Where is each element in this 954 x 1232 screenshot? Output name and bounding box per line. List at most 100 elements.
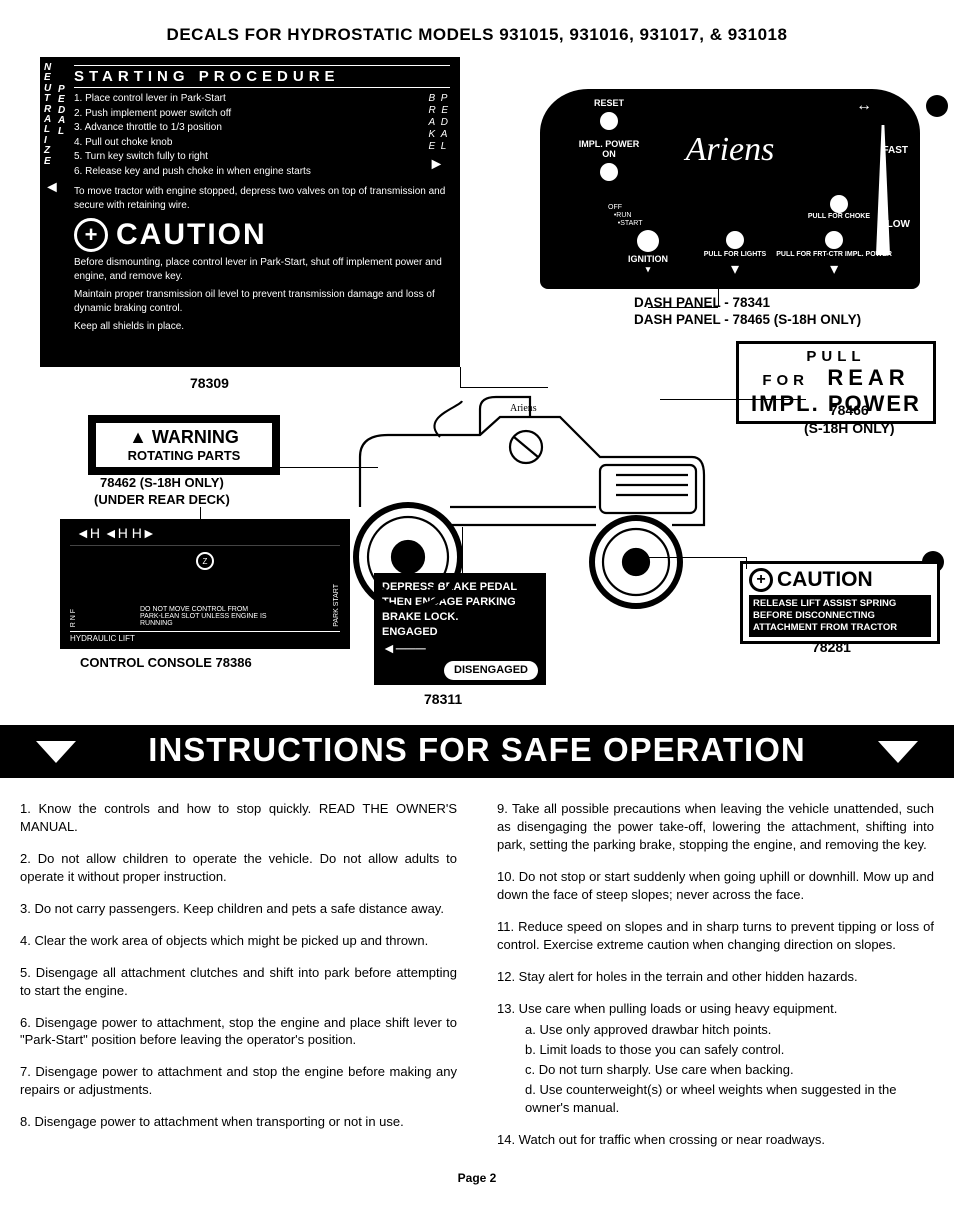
choke-label: PULL FOR CHOKE xyxy=(808,213,870,221)
instruction-sub: a. Use only approved drawbar hitch point… xyxy=(525,1021,934,1039)
dash-circle xyxy=(637,230,659,252)
ignition-off-label: OFF xyxy=(608,204,622,211)
instruction-item: 13. Use care when pulling loads or using… xyxy=(497,1000,934,1018)
leader-line xyxy=(660,399,806,400)
decal-lift-caution: +CAUTION RELEASE LIFT ASSIST SPRING BEFO… xyxy=(740,561,940,644)
page-number: Page 2 xyxy=(20,1171,934,1185)
instruction-item: 4. Clear the work area of objects which … xyxy=(20,932,457,950)
step: Turn key switch fully to right xyxy=(74,150,374,165)
instruction-item: 14. Watch out for traffic when crossing … xyxy=(497,1131,934,1149)
dash-circle xyxy=(726,231,744,249)
ignition-run-label: RUN xyxy=(616,212,631,219)
decal-dash-panel: Ariens RESET IMPL. POWER ON OFF •RUN •ST… xyxy=(540,89,920,289)
instructions-left-col: 1. Know the controls and how to stop qui… xyxy=(20,800,457,1163)
console-knob-icon: Z xyxy=(196,552,214,570)
instruction-item: 5. Disengage all attachment clutches and… xyxy=(20,964,457,1000)
svg-text:Ariens: Ariens xyxy=(510,403,537,414)
ignition-start-label: START xyxy=(620,220,642,227)
slow-label: SLOW xyxy=(880,219,910,230)
console-scale-left: R N F xyxy=(70,609,77,627)
leader-line xyxy=(460,387,548,388)
caution-word: CAUTION xyxy=(116,218,267,252)
engaged-label: ENGAGED xyxy=(382,625,438,640)
instruction-item: 2. Do not allow children to operate the … xyxy=(20,850,457,886)
rear-caption: 78466 (S-18H ONLY) xyxy=(804,401,895,437)
location-note: (UNDER REAR DECK) xyxy=(94,492,230,509)
leader-line xyxy=(648,307,718,308)
step: Pull out choke knob xyxy=(74,136,374,151)
chevron-down-icon: ▾ xyxy=(704,259,766,279)
arrow-icon: ↔ xyxy=(856,97,872,115)
instruction-item: 6. Disengage power to attachment, stop t… xyxy=(20,1014,457,1050)
neutralize-pedal-text: NEUTRALIZE PEDAL xyxy=(44,63,52,167)
ignition-cluster: OFF •RUN •START IGNITION ▾ xyxy=(628,230,668,275)
reset-label: RESET xyxy=(574,99,644,109)
part-number: 78462 (S-18H ONLY) xyxy=(94,475,230,492)
caution-body: Keep all shields in place. xyxy=(74,320,450,334)
instruction-sub: b. Limit loads to those you can safely c… xyxy=(525,1041,934,1059)
tractor-illustration: Ariens xyxy=(300,357,740,617)
dash-caption: DASH PANEL - 78465 (S-18H ONLY) xyxy=(634,312,861,329)
chevron-down-icon: ▾ xyxy=(628,265,668,275)
brand-logo: Ariens xyxy=(686,131,775,169)
dash-circle xyxy=(830,195,848,213)
console-warning-text: DO NOT MOVE CONTROL FROM PARK-LEAN SLOT … xyxy=(140,606,270,627)
instruction-sub: c. Do not turn sharply. Use care when ba… xyxy=(525,1061,934,1079)
safe-operation-instructions: 1. Know the controls and how to stop qui… xyxy=(20,800,934,1163)
instruction-item: 3. Do not carry passengers. Keep childre… xyxy=(20,900,457,918)
frt-ctr-label: PULL FOR FRT-CTR IMPL. POWER xyxy=(776,251,892,259)
safe-operation-banner: INSTRUCTIONS FOR SAFE OPERATION xyxy=(0,725,954,778)
fast-label: FAST xyxy=(882,145,908,156)
dash-circle xyxy=(825,231,843,249)
decal-warning-rotating-parts: WARNING ROTATING PARTS xyxy=(88,415,280,475)
console-caption: CONTROL CONSOLE 78386 xyxy=(80,655,252,670)
caution-body: Maintain proper transmission oil level t… xyxy=(74,288,450,315)
move-tractor-text: To move tractor with engine stopped, dep… xyxy=(74,185,450,212)
leader-line xyxy=(462,527,463,573)
rear-word: REAR xyxy=(827,365,909,390)
rear-note: (S-18H ONLY) xyxy=(804,419,895,437)
step: Advance throttle to 1/3 position xyxy=(74,121,374,136)
dash-caption: DASH PANEL - 78341 xyxy=(634,295,861,312)
page-title: DECALS FOR HYDROSTATIC MODELS 931015, 93… xyxy=(20,25,934,45)
instruction-item: 9. Take all possible precautions when le… xyxy=(497,800,934,854)
part-number: 78466 xyxy=(804,401,895,419)
starting-procedure-heading: STARTING PROCEDURE xyxy=(74,65,450,88)
caution-plus-icon: + xyxy=(749,568,773,592)
caution-plus-icon: + xyxy=(74,218,108,252)
step: Release key and push choke in when engin… xyxy=(74,165,374,180)
part-number-78281: 78281 xyxy=(812,639,851,655)
warning-caption: 78462 (S-18H ONLY) (UNDER REAR DECK) xyxy=(94,475,230,509)
instruction-item: 7. Disengage power to attachment and sto… xyxy=(20,1063,457,1099)
arrow-left-icon: ◄─── xyxy=(382,639,538,658)
step: Place control lever in Park-Start xyxy=(74,92,374,107)
decal-starting-procedure: NEUTRALIZE PEDAL ◄ STARTING PROCEDURE Pl… xyxy=(40,57,460,367)
disengaged-label: DISENGAGED xyxy=(444,661,538,680)
dash-panel-captions: DASH PANEL - 78341 DASH PANEL - 78465 (S… xyxy=(634,295,861,329)
instruction-item: 10. Do not stop or start suddenly when g… xyxy=(497,868,934,904)
starting-steps-list: Place control lever in Park-Start Push i… xyxy=(74,92,374,179)
lift-caution-body: RELEASE LIFT ASSIST SPRING BEFORE DISCON… xyxy=(749,595,931,637)
arrow-left-icon: ◄ xyxy=(44,179,60,197)
part-number-78309: 78309 xyxy=(190,375,229,391)
decals-illustration-area: NEUTRALIZE PEDAL ◄ STARTING PROCEDURE Pl… xyxy=(20,57,934,717)
warning-word: WARNING xyxy=(103,427,265,448)
choke-cluster: PULL FOR CHOKE xyxy=(808,195,870,221)
dash-circle xyxy=(600,163,618,181)
punch-hole xyxy=(926,95,948,117)
instruction-item: 8. Disengage power to attachment when tr… xyxy=(20,1113,457,1131)
step: Push implement power switch off xyxy=(74,107,374,122)
leader-line xyxy=(746,557,747,569)
warning-sub: ROTATING PARTS xyxy=(103,448,265,463)
brake-pedal-col: B PR EA DK AE L ► xyxy=(429,93,448,174)
instruction-item: 1. Know the controls and how to stop qui… xyxy=(20,800,457,836)
leader-line xyxy=(460,367,461,387)
part-number-78311: 78311 xyxy=(424,691,462,707)
dash-circle xyxy=(600,112,618,130)
instruction-sub: d. Use counterweight(s) or wheel weights… xyxy=(525,1081,934,1117)
leader-line xyxy=(718,289,719,307)
caution-word: CAUTION xyxy=(777,568,873,592)
instruction-item: 12. Stay alert for holes in the terrain … xyxy=(497,968,934,986)
instructions-right-col: 9. Take all possible precautions when le… xyxy=(497,800,934,1163)
hydraulic-lift-label: HYDRAULIC LIFT xyxy=(70,631,340,643)
